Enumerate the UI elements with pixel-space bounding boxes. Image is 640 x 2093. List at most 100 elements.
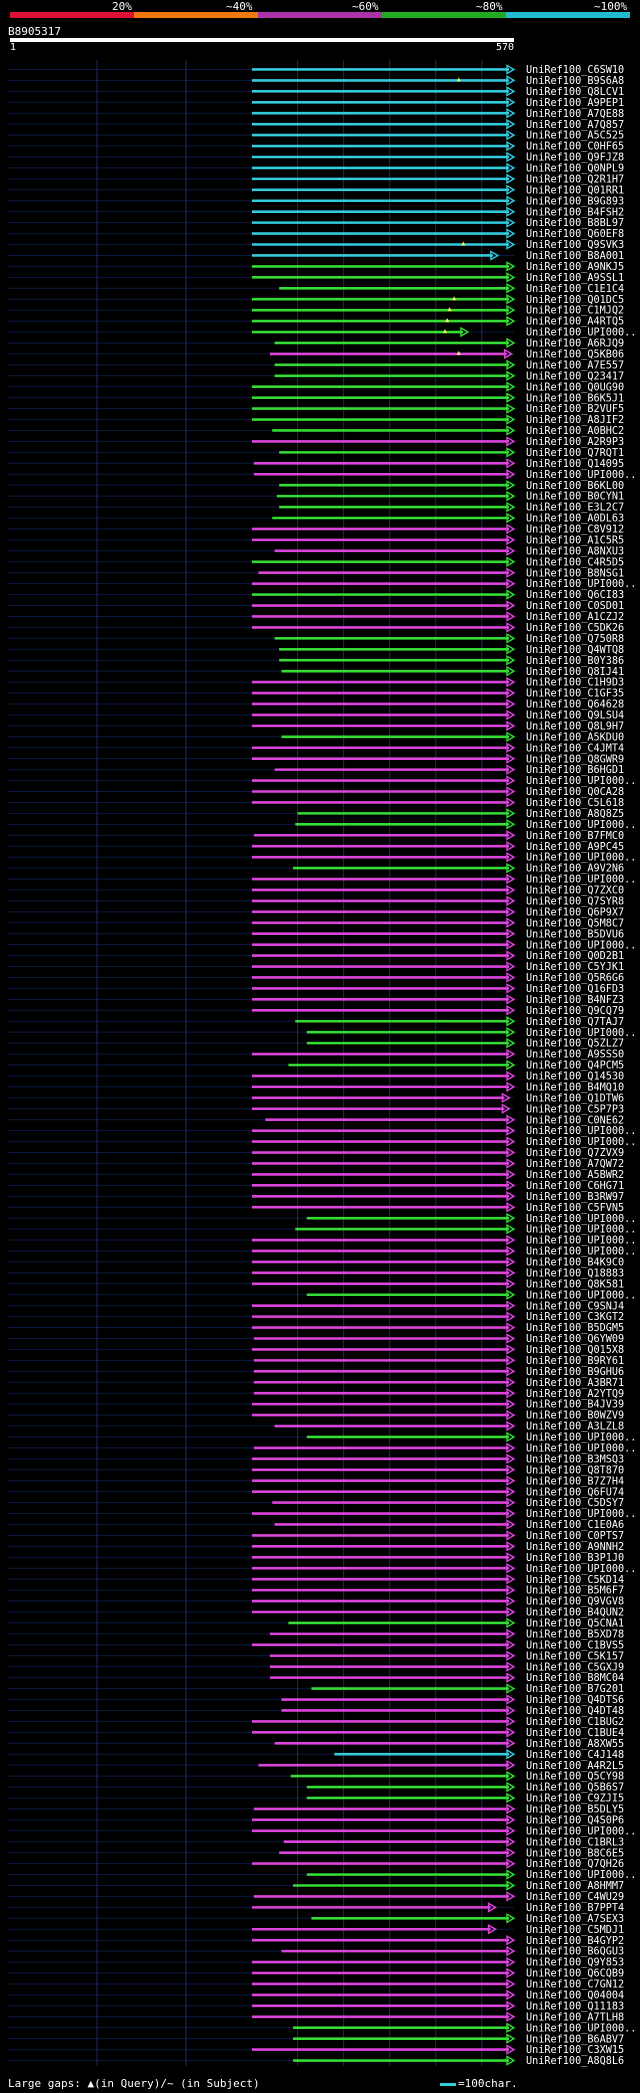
- hit-label: UniRef100_B3RW97: [526, 1192, 624, 1203]
- hit-label: UniRef100_UPI000..: [526, 875, 636, 886]
- hit-label: UniRef100_B0WZV9: [526, 1411, 624, 1422]
- hit-arrow: [506, 884, 516, 896]
- hit-label: UniRef100_UPI000..: [526, 1028, 636, 1039]
- hit-arrow: [506, 939, 516, 950]
- hit-label: UniRef100_B0Y386: [526, 656, 624, 667]
- hit-arrow: [506, 479, 516, 491]
- hit-arrow: [506, 1891, 516, 1902]
- query-id: B8905317: [8, 25, 61, 38]
- hit-arrow: [506, 392, 516, 403]
- hit-arrow: [506, 1070, 516, 1082]
- hit-label: UniRef100_Q6FU74: [526, 1487, 624, 1498]
- hit-arrow: [506, 1628, 516, 1640]
- hit-arrow: [506, 1300, 516, 1311]
- hit-arrow: [506, 1431, 516, 1443]
- hit-arrow: [506, 556, 516, 567]
- hit-arrow: [506, 1759, 516, 1771]
- hit-label: UniRef100_A7Q857: [526, 120, 624, 131]
- hit-label: UniRef100_A6RJQ9: [526, 339, 624, 350]
- hit-label: UniRef100_A8Q8Z5: [526, 809, 624, 820]
- hit-arrow: [506, 753, 516, 764]
- hit-arrow: [506, 622, 516, 633]
- scale-label: =100char.: [458, 2077, 518, 2090]
- hit-label: UniRef100_Q7SYR8: [526, 897, 624, 908]
- hit-arrow: [506, 1541, 516, 1552]
- hit-label: UniRef100_B9S6A8: [526, 76, 624, 87]
- query-gap-marker: [456, 77, 461, 82]
- hit-arrow: [506, 381, 516, 392]
- hit-arrow: [506, 1716, 516, 1727]
- hit-arrow: [460, 326, 470, 338]
- hit-arrow: [506, 1026, 516, 1038]
- hit-arrow: [506, 1147, 516, 1158]
- hit-label: UniRef100_B4MQ10: [526, 1082, 624, 1093]
- hit-label: UniRef100_UPI000..: [526, 1236, 636, 1247]
- hit-arrow: [506, 1727, 516, 1738]
- hit-label: UniRef100_Q5B6S7: [526, 1783, 624, 1794]
- hit-label: UniRef100_UPI000..: [526, 853, 636, 864]
- hit-label: UniRef100_Q01RR1: [526, 185, 624, 196]
- hit-label: UniRef100_B6KL00: [526, 481, 624, 492]
- hit-label: UniRef100_C0SD01: [526, 601, 624, 612]
- hit-arrow: [506, 75, 516, 86]
- hit-arrow: [506, 1563, 516, 1574]
- hit-arrow: [506, 1825, 516, 1836]
- hit-arrow: [506, 1989, 516, 2001]
- hit-label: UniRef100_Q8IJ41: [526, 667, 624, 678]
- hit-arrow: [506, 1497, 516, 1508]
- hit-arrow: [506, 1814, 516, 1826]
- hit-label: UniRef100_B3P1J0: [526, 1553, 624, 1564]
- hit-arrow: [506, 983, 516, 994]
- hit-label: UniRef100_Q0NPL9: [526, 164, 624, 175]
- hit-label: UniRef100_Q5M8C7: [526, 918, 624, 929]
- hit-label: UniRef100_C4J148: [526, 1750, 624, 1761]
- hit-label: UniRef100_B9GHU6: [526, 1367, 624, 1378]
- hit-arrow: [506, 1245, 516, 1257]
- hit-label: UniRef100_A9V2N6: [526, 864, 624, 875]
- hit-arrow: [501, 1092, 511, 1104]
- hit-label: UniRef100_Q0D2B1: [526, 951, 624, 962]
- hit-arrow: [506, 195, 516, 206]
- hit-arrow: [506, 261, 516, 272]
- hit-label: UniRef100_B6QGU3: [526, 1947, 624, 1958]
- hit-arrow: [506, 1169, 516, 1180]
- hit-arrow: [506, 1377, 516, 1388]
- hit-label: UniRef100_Q7TAJ7: [526, 1017, 624, 1028]
- query-gap-marker: [456, 350, 461, 355]
- hit-label: UniRef100_C1BVS5: [526, 1640, 624, 1651]
- hit-arrow: [506, 436, 516, 447]
- hit-arrow: [506, 1136, 516, 1147]
- hit-label: UniRef100_B5M6F7: [526, 1586, 624, 1597]
- hit-label: UniRef100_A5C525: [526, 131, 624, 142]
- hit-arrow: [506, 687, 516, 699]
- hit-label: UniRef100_Q5R6G6: [526, 973, 624, 984]
- hit-label: UniRef100_A7SEX3: [526, 1914, 624, 1925]
- query-start-position: 1: [10, 42, 17, 53]
- hit-arrow: [506, 1661, 516, 1672]
- hit-label: UniRef100_Q5CY98: [526, 1772, 624, 1783]
- hit-arrow: [506, 425, 516, 436]
- hit-label: UniRef100_B8A001: [526, 251, 624, 262]
- scale-bar: [440, 2082, 456, 2086]
- hit-label: UniRef100_C1E0A6: [526, 1520, 624, 1531]
- hit-arrow: [506, 523, 516, 535]
- hit-arrow: [506, 1584, 516, 1596]
- hit-arrow: [506, 1738, 516, 1749]
- hit-label: UniRef100_A8NXU3: [526, 546, 624, 557]
- legend-segment-60: [258, 12, 382, 18]
- hit-arrow: [506, 928, 516, 939]
- hit-label: UniRef100_UPI000..: [526, 579, 636, 590]
- hit-arrow: [506, 403, 516, 414]
- legend-label-100: ~100%: [594, 0, 628, 13]
- hit-arrow: [506, 1202, 516, 1213]
- hit-arrow: [506, 1508, 516, 1519]
- hit-label: UniRef100_Q8GWR9: [526, 754, 624, 765]
- legend-segment-20: [10, 12, 134, 18]
- hit-arrow: [506, 140, 516, 152]
- hit-label: UniRef100_B3MSQ3: [526, 1454, 624, 1465]
- hit-label: UniRef100_Q60EF8: [526, 229, 624, 240]
- identity-color-legend: [10, 12, 630, 18]
- hit-label: UniRef100_A7QE88: [526, 109, 624, 120]
- hit-arrow: [506, 1552, 516, 1563]
